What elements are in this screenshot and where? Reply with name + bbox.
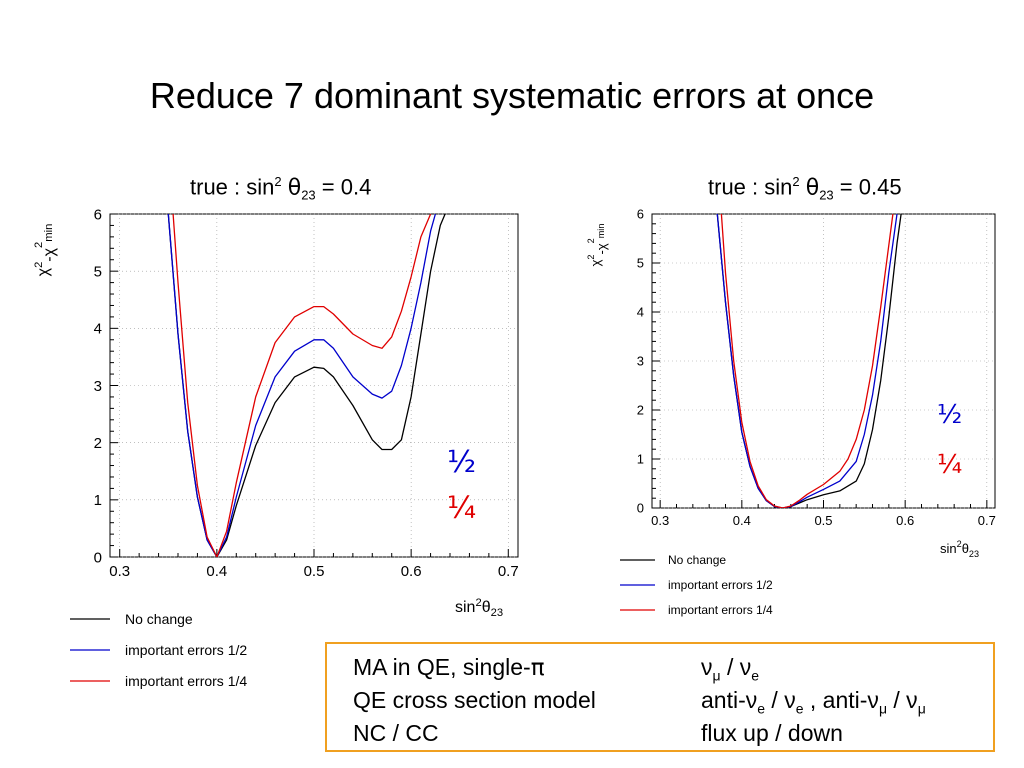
slide-title: Reduce 7 dominant systematic errors at o… (149, 75, 875, 116)
y-axis-label: χ2-χ2min (586, 224, 609, 267)
x-tick-label: 0.7 (978, 513, 996, 528)
box-row-3-right-a: flux up / down (701, 720, 843, 746)
legend-label: important errors 1/4 (125, 673, 247, 689)
panel-title-left-prefix: true : sin (190, 174, 275, 200)
panel-title-left-value: = 0.4 (315, 174, 372, 200)
panel-title-right-sup: 2 (792, 174, 800, 189)
box-row-1-right: νμ / νe (701, 654, 759, 684)
panel-title-right-prefix: true : sin (708, 174, 793, 200)
series-line-2 (167, 214, 437, 557)
x-tick-label: 0.5 (814, 513, 832, 528)
box-row-1-right-sub-b: e (751, 667, 760, 684)
legend-label: No change (668, 553, 726, 567)
y-axis-label: χ2-χ2min (33, 224, 58, 277)
x-tick-label: 0.6 (401, 563, 422, 580)
box-row-1-right-a: ν (701, 654, 713, 680)
x-tick-label: 0.3 (109, 563, 130, 580)
x-axis-label: sin2θ23 (455, 597, 503, 619)
y-tick-label: 1 (637, 452, 644, 467)
panel-title-right-theta: θ (805, 175, 820, 201)
box-row-2-right-b: / ν (765, 687, 796, 713)
box-row-1-left: MA in QE, single-π (353, 654, 545, 681)
y-tick-label: 3 (94, 378, 102, 395)
chart-panel-1: 0.3 0.4 0.5 0.6 0.7 0 1 2 3 4 5 6 sin2θ23 χ2-χ2min No … (33, 206, 519, 689)
box-row-2-left-text: QE cross section model (353, 687, 596, 713)
box-row-2-right-c: , anti-ν (803, 687, 879, 713)
panel-title-left: true : sin2 θ23 = 0.4 (190, 174, 371, 203)
legend-label: important errors 1/2 (125, 642, 247, 658)
box-row-2-left: QE cross section model (353, 687, 596, 714)
x-axis-label: sin2θ23 (940, 539, 979, 559)
panel-title-right-sub: 23 (819, 187, 834, 203)
x-tick-label: 0.6 (896, 513, 914, 528)
box-row-2-right-sub-b: e (795, 700, 804, 717)
box-row-2-right-d: / ν (887, 687, 918, 713)
annotation-half: ½ (937, 400, 962, 430)
x-tick-label: 0.5 (304, 563, 325, 580)
x-tick-label: 0.3 (651, 513, 669, 528)
legend-label: important errors 1/4 (668, 603, 773, 617)
y-tick-label: 0 (637, 501, 644, 516)
box-row-2-right-sub-a: e (757, 700, 766, 717)
x-tick-label: 0.7 (498, 563, 519, 580)
legend-label: important errors 1/2 (668, 578, 773, 592)
annotation-half: ½ (447, 445, 476, 480)
box-row-1-left-text: MA in QE, single- (353, 654, 531, 680)
box-row-1-right-b: / ν (720, 654, 752, 680)
annotation-quarter: ¼ (447, 491, 476, 526)
chart-panel-2: 0.3 0.4 0.5 0.6 0.7 0 1 2 3 4 5 6 sin2θ23 χ2-χ2min No … (586, 207, 996, 618)
systematic-errors-box: MA in QE, single-π νμ / νe QE cross sect… (325, 642, 995, 752)
box-row-2-right-sub-c: μ (878, 700, 888, 717)
series-line-2 (716, 214, 898, 508)
y-tick-label: 2 (94, 435, 102, 452)
y-tick-label: 0 (94, 549, 102, 566)
x-tick-label: 0.4 (206, 563, 227, 580)
box-row-1-right-sub-a: μ (712, 667, 721, 684)
panel-title-right: true : sin2 θ23 = 0.45 (708, 174, 902, 203)
y-tick-label: 1 (94, 492, 102, 509)
panel-title-right-value: = 0.45 (833, 174, 902, 200)
box-row-3-right: flux up / down (701, 720, 843, 747)
y-tick-label: 3 (637, 354, 644, 369)
y-tick-label: 4 (94, 321, 102, 338)
y-tick-label: 5 (637, 256, 644, 271)
series-line-3 (720, 214, 894, 508)
box-row-2-right-sub-d: μ (917, 700, 926, 717)
box-row-2-right-a: anti-ν (701, 687, 758, 713)
y-tick-label: 5 (94, 263, 102, 280)
y-tick-label: 2 (637, 403, 644, 418)
x-tick-label: 0.4 (733, 513, 751, 528)
box-row-3-left-text: NC / CC (353, 720, 439, 746)
panel-title-left-sup: 2 (274, 174, 282, 189)
box-row-1-left-greek: π (530, 655, 545, 681)
box-row-3-left: NC / CC (353, 720, 439, 747)
y-tick-label: 4 (637, 305, 644, 320)
box-row-2-right: anti-νe / νe , anti-νμ / νμ (701, 687, 926, 717)
y-tick-label: 6 (637, 207, 644, 222)
panel-title-left-theta: θ (287, 175, 302, 201)
annotation-quarter: ¼ (937, 450, 962, 480)
y-tick-label: 6 (94, 206, 102, 223)
series-line-3 (172, 214, 432, 557)
panel-title-left-sub: 23 (301, 187, 316, 203)
legend-label: No change (125, 611, 193, 627)
